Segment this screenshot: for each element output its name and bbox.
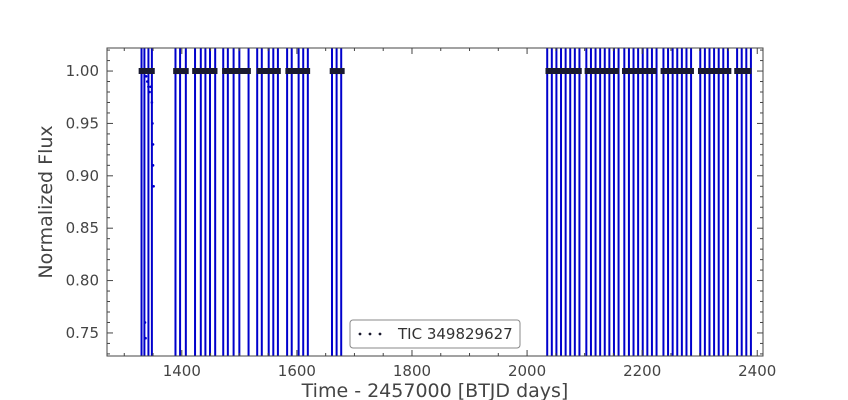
x-tick-label: 1400	[163, 362, 201, 380]
data-point	[147, 85, 150, 89]
x-tick-label: 1600	[278, 362, 316, 380]
data-point	[152, 184, 155, 188]
data-point	[150, 101, 154, 104]
plot-frame	[106, 47, 764, 357]
y-tick-label: 0.85	[66, 219, 99, 237]
data-point	[144, 336, 147, 340]
data-point	[148, 90, 151, 94]
data-point	[144, 74, 148, 78]
y-tick-label: 0.95	[66, 114, 99, 132]
y-tick-label: 1.00	[66, 62, 99, 80]
axis-ticks: 1400 1600 1800 2000 2200 2400 0.75 0.80 0.85 0.90…	[66, 48, 776, 380]
data-point	[143, 321, 147, 324]
y-tick-label: 0.80	[66, 272, 99, 290]
data-point	[149, 85, 153, 89]
x-tick-label: 2400	[738, 362, 776, 380]
x-tick-label: 2000	[508, 362, 546, 380]
data-layer	[138, 48, 752, 356]
legend-marker-dot	[358, 332, 362, 336]
x-tick-label: 2200	[623, 362, 661, 380]
data-point	[151, 143, 155, 146]
legend-box	[349, 319, 521, 349]
x-tick-label: 1800	[393, 362, 431, 380]
legend-marker-dot	[368, 332, 372, 336]
plot-area	[138, 48, 752, 356]
legend: TIC 349829627	[349, 319, 521, 349]
legend-entry-label: TIC 349829627	[397, 325, 513, 343]
data-point	[145, 80, 149, 83]
legend-marker-dot	[378, 332, 382, 336]
y-tick-label: 0.75	[66, 324, 99, 342]
data-point	[151, 122, 154, 125]
y-axis-label: Normalized Flux	[35, 125, 57, 278]
x-axis-label: Time - 2457000 [BTJD days]	[301, 380, 569, 400]
data-point	[151, 164, 155, 167]
y-tick-label: 0.90	[66, 167, 99, 185]
